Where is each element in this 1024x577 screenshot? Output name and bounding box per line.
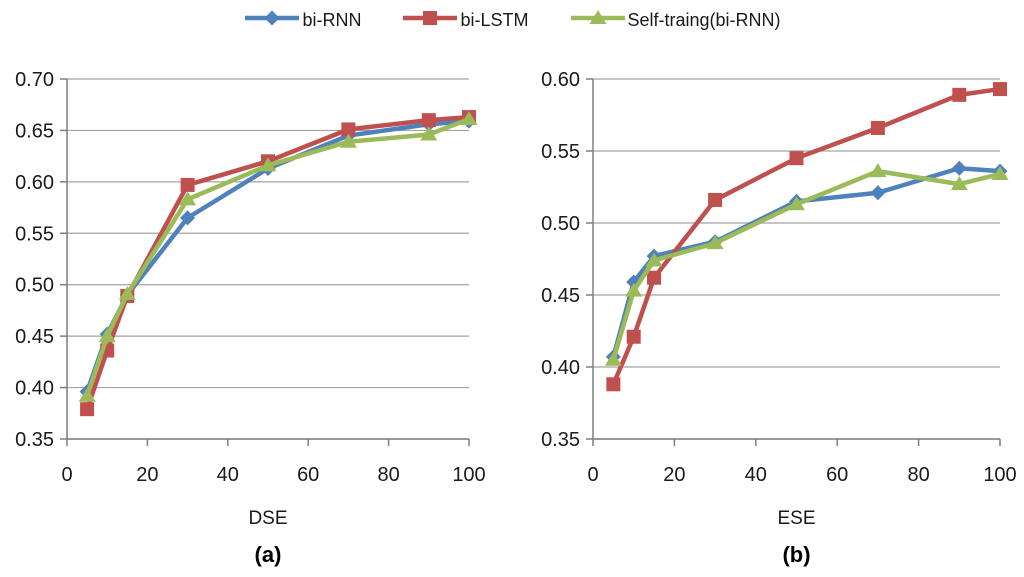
- chart-legend: bi-RNN bi-LSTM Self-traing(bi-RNN): [0, 6, 1024, 35]
- y-tick-label: 0.60: [541, 69, 580, 91]
- data-point-bi-lstm: [708, 192, 723, 207]
- y-tick-label: 0.60: [15, 172, 54, 194]
- legend-sample-marker: [423, 11, 438, 25]
- self-training-line-marker-icon: [569, 6, 627, 35]
- subplot-caption: (a): [255, 542, 282, 567]
- x-axis-title: ESE: [777, 508, 815, 529]
- y-tick-label: 0.45: [541, 285, 580, 307]
- x-tick-label: 100: [452, 464, 485, 486]
- legend-label-self-training: Self-traing(bi-RNN): [627, 10, 781, 30]
- y-tick-label: 0.45: [15, 326, 54, 348]
- data-point-self-traing-bi-rnn: [460, 111, 478, 126]
- data-point-self-traing-bi-rnn: [788, 196, 805, 211]
- data-point-bi-lstm: [789, 151, 804, 166]
- x-tick-label: 20: [136, 464, 158, 486]
- data-point-self-traing-bi-rnn: [259, 157, 277, 172]
- x-tick-label: 40: [745, 464, 767, 486]
- data-point-self-traing-bi-rnn: [98, 328, 116, 343]
- legend-label-bi-lstm: bi-LSTM: [460, 10, 529, 30]
- x-axis-title: DSE: [248, 508, 287, 529]
- legend-item-bi-rnn: bi-RNN: [243, 6, 361, 35]
- y-tick-label: 0.55: [541, 141, 580, 163]
- x-tick-label: 20: [663, 464, 685, 486]
- data-point-bi-lstm: [606, 377, 621, 392]
- data-point-self-traing-bi-rnn: [645, 252, 663, 267]
- x-tick-label: 40: [217, 464, 239, 486]
- x-tick-label: 0: [587, 464, 598, 486]
- chart-a-dse-plot: 0.70 0.65 0.60 0.55 0.50 0.45 0.40 0.35 0 20 40 60 8…: [15, 69, 486, 567]
- x-tick-label: 80: [907, 464, 929, 486]
- x-tick-label: 0: [61, 464, 72, 486]
- legend-item-bi-lstm: bi-LSTM: [401, 6, 529, 35]
- x-tick-label: 80: [377, 464, 399, 486]
- bi-rnn-line-marker-icon: [243, 6, 301, 35]
- data-point-bi-lstm: [647, 270, 662, 285]
- series-line-self-traing-bi-rnn: [84, 116, 472, 399]
- data-point-self-traing-bi-rnn: [78, 387, 96, 402]
- data-point-self-traing-bi-rnn: [339, 133, 357, 148]
- data-point-self-traing-bi-rnn: [420, 126, 438, 141]
- y-tick-label: 0.50: [541, 213, 580, 235]
- y-tick-label: 0.40: [15, 378, 54, 400]
- data-point-self-traing-bi-rnn: [118, 285, 136, 300]
- data-point-bi-lstm: [870, 120, 885, 135]
- data-point-bi-lstm: [341, 122, 356, 137]
- data-point-self-traing-bi-rnn: [179, 191, 197, 206]
- data-point-bi-rnn: [870, 185, 886, 201]
- legend-item-self-training: Self-traing(bi-RNN): [569, 6, 781, 35]
- y-tick-label: 0.65: [15, 120, 54, 142]
- data-point-self-traing-bi-rnn: [950, 176, 968, 191]
- data-point-self-traing-bi-rnn: [991, 166, 1009, 181]
- data-point-self-traing-bi-rnn: [706, 235, 724, 250]
- legend-sample-svg: [570, 10, 625, 24]
- data-point-bi-rnn: [180, 210, 196, 226]
- legend-sample-svg: [245, 10, 300, 26]
- y-tick-label: 0.35: [541, 429, 580, 451]
- series-line-bi-rnn: [611, 166, 1003, 360]
- subplot-caption: (b): [782, 542, 810, 567]
- data-point-bi-lstm: [952, 87, 967, 102]
- x-tick-label: 60: [826, 464, 848, 486]
- x-tick-label: 60: [297, 464, 319, 486]
- series-line-bi-lstm: [611, 86, 1003, 387]
- data-point-bi-lstm: [180, 177, 195, 192]
- legend-sample-marker: [589, 10, 606, 24]
- legend-label-bi-rnn: bi-RNN: [302, 10, 362, 30]
- y-tick-label: 0.50: [15, 275, 54, 297]
- data-point-bi-lstm: [421, 113, 436, 128]
- data-point-self-traing-bi-rnn: [625, 282, 643, 297]
- legend-sample-svg: [403, 11, 458, 25]
- data-point-bi-lstm: [626, 329, 641, 344]
- bi-lstm-line-marker-icon: [401, 6, 459, 35]
- data-point-self-traing-bi-rnn: [869, 163, 887, 178]
- data-point-bi-rnn: [951, 160, 967, 176]
- data-point-bi-lstm: [993, 82, 1007, 97]
- y-tick-label: 0.55: [15, 223, 54, 245]
- series-line-self-traing-bi-rnn: [611, 168, 1003, 363]
- data-point-bi-lstm: [80, 402, 95, 417]
- legend-sample-marker: [264, 10, 280, 26]
- y-tick-label: 0.40: [541, 357, 580, 379]
- data-point-self-traing-bi-rnn: [604, 351, 622, 366]
- x-tick-label: 100: [983, 464, 1016, 486]
- y-tick-label: 0.35: [15, 429, 54, 451]
- chart-b-ese-plot: 0.60 0.55 0.50 0.45 0.40 0.35 0 20 40 60 80 100 ESE (…: [541, 69, 1017, 567]
- data-point-bi-rnn: [626, 274, 642, 290]
- y-tick-label: 0.70: [15, 69, 54, 91]
